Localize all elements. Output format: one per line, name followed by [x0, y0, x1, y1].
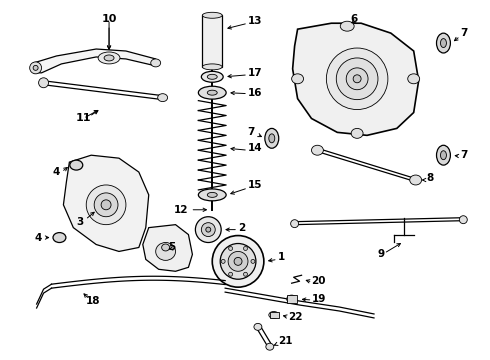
- Ellipse shape: [151, 59, 161, 67]
- Text: 21: 21: [278, 336, 292, 346]
- Ellipse shape: [201, 71, 223, 82]
- Text: 1: 1: [278, 252, 285, 262]
- Text: 9: 9: [377, 249, 385, 260]
- Text: 11: 11: [75, 113, 91, 123]
- Ellipse shape: [104, 55, 114, 61]
- Ellipse shape: [162, 244, 170, 251]
- Ellipse shape: [437, 145, 450, 165]
- Bar: [270, 312, 279, 318]
- Ellipse shape: [228, 251, 248, 271]
- Text: 13: 13: [248, 16, 263, 26]
- Ellipse shape: [158, 94, 168, 102]
- Ellipse shape: [206, 227, 211, 232]
- Ellipse shape: [229, 247, 233, 251]
- Text: 15: 15: [248, 180, 263, 190]
- Ellipse shape: [202, 64, 222, 70]
- Ellipse shape: [198, 189, 226, 201]
- Text: 8: 8: [427, 173, 434, 183]
- Ellipse shape: [266, 343, 274, 350]
- Text: 12: 12: [174, 205, 189, 215]
- Text: 19: 19: [312, 294, 326, 304]
- Ellipse shape: [292, 74, 303, 84]
- Ellipse shape: [70, 160, 83, 170]
- Ellipse shape: [220, 243, 256, 279]
- Ellipse shape: [234, 257, 242, 265]
- Ellipse shape: [207, 74, 217, 79]
- Text: 2: 2: [238, 222, 245, 233]
- Text: 7: 7: [247, 127, 255, 138]
- Ellipse shape: [244, 247, 247, 251]
- Text: 7: 7: [460, 150, 467, 160]
- Ellipse shape: [251, 260, 255, 264]
- Ellipse shape: [30, 62, 42, 74]
- Text: 16: 16: [248, 88, 263, 98]
- Text: 7: 7: [460, 28, 467, 38]
- Text: 5: 5: [169, 243, 176, 252]
- Bar: [287, 295, 296, 303]
- Text: 22: 22: [288, 312, 302, 322]
- Bar: [202, 15, 222, 67]
- Text: 18: 18: [86, 296, 100, 306]
- Text: 6: 6: [350, 14, 358, 24]
- Ellipse shape: [33, 66, 38, 70]
- Ellipse shape: [156, 243, 175, 260]
- Ellipse shape: [221, 260, 225, 264]
- Ellipse shape: [98, 52, 120, 64]
- Polygon shape: [63, 155, 149, 251]
- Ellipse shape: [351, 129, 363, 138]
- Polygon shape: [293, 23, 418, 135]
- Ellipse shape: [207, 192, 217, 197]
- Ellipse shape: [291, 220, 298, 228]
- Ellipse shape: [254, 323, 262, 330]
- Text: 14: 14: [248, 143, 263, 153]
- Text: 4: 4: [52, 167, 59, 177]
- Ellipse shape: [336, 58, 378, 100]
- Ellipse shape: [207, 90, 217, 95]
- Text: 10: 10: [101, 14, 117, 24]
- Text: 3: 3: [76, 217, 83, 227]
- Ellipse shape: [269, 134, 275, 143]
- Ellipse shape: [229, 272, 233, 276]
- Ellipse shape: [101, 200, 111, 210]
- Ellipse shape: [53, 233, 66, 243]
- Ellipse shape: [340, 21, 354, 31]
- Ellipse shape: [94, 193, 118, 217]
- Text: 20: 20: [312, 276, 326, 286]
- Ellipse shape: [346, 68, 368, 90]
- Ellipse shape: [198, 86, 226, 99]
- Ellipse shape: [202, 12, 222, 18]
- Ellipse shape: [353, 75, 361, 83]
- Ellipse shape: [212, 235, 264, 287]
- Ellipse shape: [39, 78, 49, 88]
- Ellipse shape: [244, 272, 247, 276]
- Ellipse shape: [408, 74, 419, 84]
- Polygon shape: [34, 49, 156, 73]
- Ellipse shape: [326, 48, 388, 109]
- Ellipse shape: [459, 216, 467, 224]
- Ellipse shape: [196, 217, 221, 243]
- Ellipse shape: [437, 33, 450, 53]
- Text: 4: 4: [34, 233, 42, 243]
- Ellipse shape: [410, 175, 421, 185]
- Ellipse shape: [86, 185, 126, 225]
- Ellipse shape: [312, 145, 323, 155]
- Ellipse shape: [441, 151, 446, 159]
- Ellipse shape: [201, 223, 215, 237]
- Ellipse shape: [269, 311, 279, 319]
- Ellipse shape: [441, 39, 446, 48]
- Polygon shape: [143, 225, 193, 271]
- Ellipse shape: [287, 295, 296, 303]
- Text: 17: 17: [248, 68, 263, 78]
- Ellipse shape: [265, 129, 279, 148]
